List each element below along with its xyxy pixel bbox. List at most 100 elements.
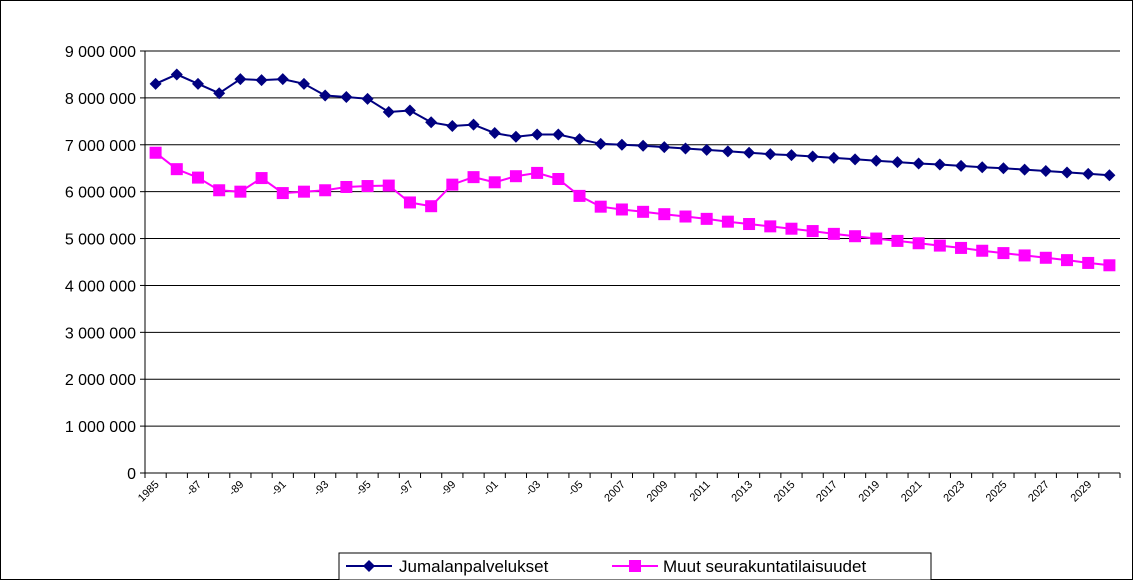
- data-point: [976, 244, 989, 257]
- y-tick-label: 6 000 000: [65, 185, 136, 202]
- data-point: [255, 172, 268, 185]
- x-tick-label: -87: [184, 479, 204, 499]
- data-point: [149, 146, 162, 159]
- data-point: [700, 212, 713, 225]
- x-axis-ticks: 1985 -87 -89 -91 -93 -95 -97 -99 -01 -03 -05 2007 20…: [136, 473, 1121, 505]
- data-point: [382, 105, 395, 118]
- y-tick-label: 3 000 000: [65, 325, 136, 342]
- data-point: [806, 150, 819, 163]
- data-point: [425, 200, 438, 213]
- data-point: [1103, 169, 1116, 182]
- data-point: [785, 149, 798, 162]
- data-point: [276, 187, 289, 200]
- data-point: [933, 158, 946, 171]
- y-tick-label: 7 000 000: [65, 138, 136, 155]
- data-point: [1082, 256, 1095, 269]
- data-point: [827, 151, 840, 164]
- data-point: [594, 200, 607, 213]
- data-point: [319, 89, 332, 102]
- x-tick-label: 2021: [899, 479, 925, 505]
- data-point: [997, 162, 1010, 175]
- data-point: [721, 145, 734, 158]
- data-point: [615, 138, 628, 151]
- data-point: [170, 68, 183, 81]
- y-tick-label: 1 000 000: [65, 419, 136, 436]
- data-point: [191, 171, 204, 184]
- data-point: [827, 227, 840, 240]
- gridlines: [144, 50, 1120, 474]
- series-line-2: [154, 151, 1110, 267]
- x-tick-label: 2011: [688, 479, 713, 504]
- data-point: [743, 218, 756, 231]
- data-point: [764, 220, 777, 233]
- data-point: [933, 239, 946, 252]
- x-tick-label: -01: [481, 479, 501, 499]
- data-point: [149, 77, 162, 90]
- legend-swatch-marker: [629, 560, 641, 572]
- y-tick-label: 8 000 000: [65, 91, 136, 108]
- y-tick-label: 4 000 000: [65, 278, 136, 295]
- data-point: [743, 146, 756, 159]
- x-tick-label: 2025: [984, 479, 1010, 505]
- data-point: [531, 128, 544, 141]
- series-line-1: [155, 73, 1110, 177]
- y-axis-ticks: 0 1 000 000 2 000 000 3 000 000 4 000 000 5 0…: [65, 44, 145, 483]
- data-point: [976, 161, 989, 174]
- data-point: [340, 90, 353, 103]
- data-point: [446, 120, 459, 133]
- data-point: [891, 156, 904, 169]
- data-point: [679, 210, 692, 223]
- legend-label: Jumalanpalvelukset: [399, 557, 549, 576]
- data-point: [340, 180, 353, 193]
- data-point: [637, 139, 650, 152]
- data-point: [425, 116, 438, 129]
- x-tick-label: 2017: [814, 479, 840, 505]
- data-point: [552, 173, 565, 186]
- data-point: [1082, 167, 1095, 180]
- x-tick-label: 2023: [941, 479, 967, 505]
- y-tick-label: 2 000 000: [65, 372, 136, 389]
- data-point: [870, 232, 883, 245]
- x-tick-label: -03: [524, 479, 544, 499]
- data-point: [721, 215, 734, 228]
- data-point: [234, 73, 247, 86]
- legend: Jumalanpalvelukset Muut seurakuntatilaisu…: [338, 552, 932, 580]
- data-point: [403, 104, 416, 117]
- series-layer: [149, 68, 1116, 272]
- data-point: [764, 148, 777, 161]
- data-point: [849, 153, 862, 166]
- data-point: [573, 133, 586, 146]
- x-tick-label: -89: [227, 479, 247, 499]
- x-tick-label: 2029: [1069, 479, 1095, 505]
- data-point: [1039, 251, 1052, 264]
- data-point: [297, 77, 310, 90]
- data-point: [170, 163, 183, 176]
- data-point: [785, 222, 798, 235]
- data-point: [806, 225, 819, 238]
- data-point: [637, 205, 650, 218]
- data-point: [700, 143, 713, 156]
- data-point: [467, 171, 480, 184]
- x-tick-label: 2013: [729, 479, 755, 505]
- data-point: [997, 247, 1010, 260]
- data-point: [467, 118, 480, 131]
- data-point: [276, 73, 289, 86]
- x-tick-label: 2015: [772, 479, 798, 505]
- data-point: [361, 180, 374, 193]
- y-tick-label: 9 000 000: [65, 44, 136, 61]
- data-point: [509, 170, 522, 183]
- x-tick-label: -97: [396, 479, 416, 499]
- x-tick-label: 1985: [136, 479, 162, 505]
- data-point: [870, 154, 883, 167]
- data-point: [446, 178, 459, 191]
- legend-swatch-marker: [363, 560, 375, 572]
- data-point: [1061, 166, 1074, 179]
- x-tick-label: 2007: [602, 479, 628, 505]
- data-point: [488, 176, 501, 189]
- data-point: [1103, 259, 1116, 272]
- data-point: [255, 74, 268, 87]
- data-point: [912, 157, 925, 170]
- data-point: [1061, 254, 1074, 267]
- data-point: [1039, 165, 1052, 178]
